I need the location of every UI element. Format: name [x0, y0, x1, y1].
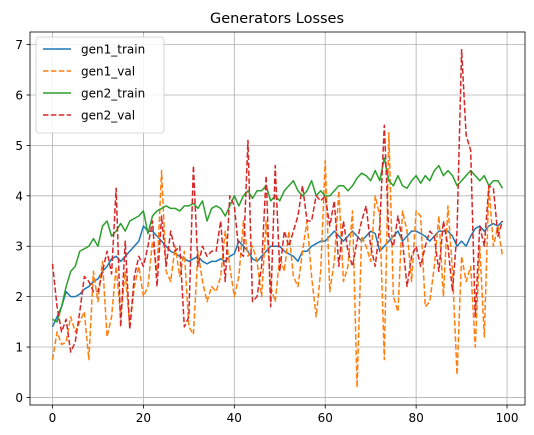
legend: gen1_train gen1_val gen2_train gen2_val [35, 36, 165, 134]
legend-label-gen1_train: gen1_train [81, 43, 145, 57]
axis-ticks: 0 20 40 60 80 100 0 1 2 3 4 5 6 7 [15, 38, 518, 425]
y-tick-label: 3 [15, 240, 23, 254]
x-tick-label: 0 [49, 411, 57, 425]
y-tick-label: 0 [15, 391, 23, 405]
legend-label-gen2_val: gen2_val [81, 109, 135, 123]
plot-frame [29, 31, 526, 406]
y-tick-label: 6 [15, 89, 23, 103]
x-tick-label: 40 [227, 411, 242, 425]
y-tick-label: 5 [15, 139, 23, 153]
series-layer [51, 48, 504, 389]
x-tick-label: 60 [318, 411, 333, 425]
y-tick-label: 4 [15, 189, 23, 203]
legend-label-gen1_val: gen1_val [81, 65, 135, 79]
y-tick-label: 1 [15, 341, 23, 355]
series-line-gen2_train [52, 157, 504, 323]
chart-title: Generators Losses [210, 11, 344, 27]
series-line-gen2_val [51, 48, 504, 353]
x-tick-label: 100 [496, 411, 519, 425]
x-tick-label: 80 [408, 411, 423, 425]
legend-box [35, 36, 165, 134]
series-line-gen1_val [51, 132, 504, 389]
y-tick-label: 7 [15, 38, 23, 52]
x-tick-label: 20 [136, 411, 151, 425]
y-tick-label: 2 [15, 290, 23, 304]
legend-label-gen2_train: gen2_train [81, 87, 145, 101]
